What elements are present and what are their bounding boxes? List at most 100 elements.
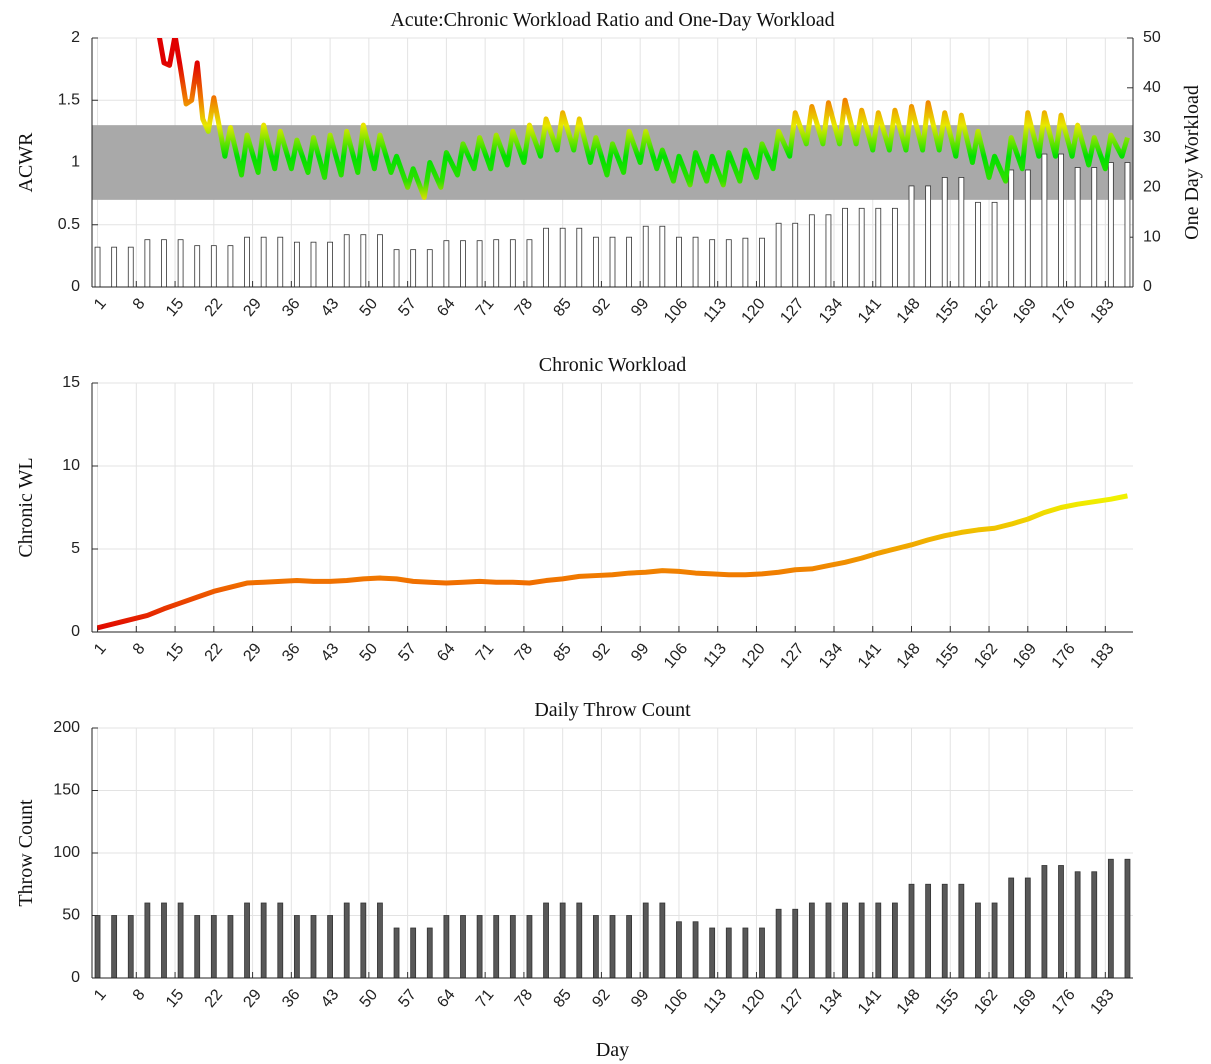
bar (293, 915, 300, 978)
bar (792, 908, 799, 978)
bar (543, 227, 549, 287)
bar (1008, 877, 1015, 978)
x-tick-label: 92 (589, 640, 614, 665)
bar (842, 902, 848, 978)
x-tick-label: 141 (855, 640, 885, 671)
bar (509, 915, 516, 978)
bar (194, 915, 201, 978)
y2-tick-label: 10 (1143, 228, 1161, 245)
x-tick-label: 113 (701, 295, 730, 326)
x-tick-label: 113 (701, 640, 730, 671)
bar (808, 902, 815, 978)
x-tick-label: 106 (661, 640, 691, 671)
x-tick-label: 176 (1049, 640, 1079, 671)
bar (825, 902, 832, 978)
bar (360, 234, 367, 287)
bar (377, 902, 383, 978)
y-tick-label: 150 (53, 782, 80, 799)
bar (177, 902, 184, 978)
bar (476, 240, 483, 287)
x-tick-label: 169 (1010, 640, 1040, 671)
bar (742, 237, 749, 287)
bar (177, 239, 184, 287)
bar (343, 902, 350, 978)
bar (443, 915, 450, 978)
y-axis-label: Chronic WL (15, 457, 37, 557)
bar (127, 246, 134, 287)
bar (1091, 871, 1098, 978)
bar (493, 239, 500, 287)
bar (609, 915, 616, 978)
bar (244, 236, 250, 287)
bar (908, 185, 915, 287)
bar (659, 902, 666, 978)
x-tick-label: 64 (434, 986, 459, 1011)
x-tick-label: 183 (1087, 986, 1117, 1017)
y-axis-label: Throw Count (15, 799, 37, 907)
bar (360, 902, 367, 978)
y2-tick-label: 30 (1143, 129, 1161, 146)
bar (543, 902, 549, 978)
x-tick-label: 22 (202, 295, 227, 320)
x-tick-label: 1 (91, 295, 110, 313)
x-tick-label: 15 (163, 986, 188, 1011)
bar (1107, 858, 1114, 978)
y-tick-label: 50 (62, 907, 80, 924)
bar (842, 207, 848, 287)
bar (825, 214, 832, 287)
line (96, 493, 1128, 631)
y-tick-label: 1 (71, 154, 80, 171)
x-tick-label: 57 (395, 295, 420, 320)
x-tick-label: 50 (357, 640, 382, 665)
bar (958, 177, 965, 287)
x-tick-label: 162 (971, 295, 1001, 326)
y2-tick-label: 40 (1143, 79, 1161, 96)
bar (642, 225, 649, 287)
bar (975, 902, 981, 978)
x-tick-label: 29 (240, 295, 265, 320)
bar (892, 207, 898, 287)
bar (559, 902, 566, 978)
x-tick-label: 50 (357, 295, 382, 320)
bar (609, 236, 616, 287)
x-tick-label: 99 (628, 295, 653, 320)
bar (1124, 858, 1131, 978)
bar (277, 236, 284, 287)
bar (144, 239, 151, 287)
bar (194, 245, 201, 287)
bar (476, 915, 483, 978)
bar (875, 207, 882, 287)
x-tick-label: 183 (1087, 295, 1117, 326)
x-tick-label: 127 (777, 295, 807, 326)
x-tick-label: 176 (1049, 986, 1079, 1017)
x-tick-label: 155 (932, 986, 962, 1017)
x-tick-label: 50 (357, 986, 382, 1011)
x-tick-label: 106 (661, 295, 691, 326)
x-tick-label: 43 (318, 986, 343, 1011)
bar (925, 185, 932, 287)
y-tick-label: 10 (62, 457, 80, 474)
bar (792, 222, 799, 287)
bar (161, 902, 167, 978)
bar (460, 915, 466, 978)
x-tick-label: 120 (739, 986, 769, 1017)
x-tick-label: 162 (971, 986, 1001, 1017)
bar (410, 927, 417, 978)
x-tick-label: 36 (279, 986, 304, 1011)
bar (310, 915, 317, 978)
bar (260, 236, 267, 287)
bar (111, 915, 118, 978)
bar (975, 201, 981, 287)
bar (127, 915, 134, 978)
x-tick-label: 8 (130, 640, 149, 658)
bar (260, 902, 267, 978)
x-tick-label: 120 (739, 640, 769, 671)
x-tick-label: 85 (550, 295, 575, 320)
bar (875, 902, 882, 978)
bar (410, 249, 417, 287)
x-tick-label: 78 (512, 295, 537, 320)
bar (775, 908, 782, 978)
x-tick-label: 85 (550, 640, 575, 665)
y-tick-label: 5 (71, 540, 80, 557)
